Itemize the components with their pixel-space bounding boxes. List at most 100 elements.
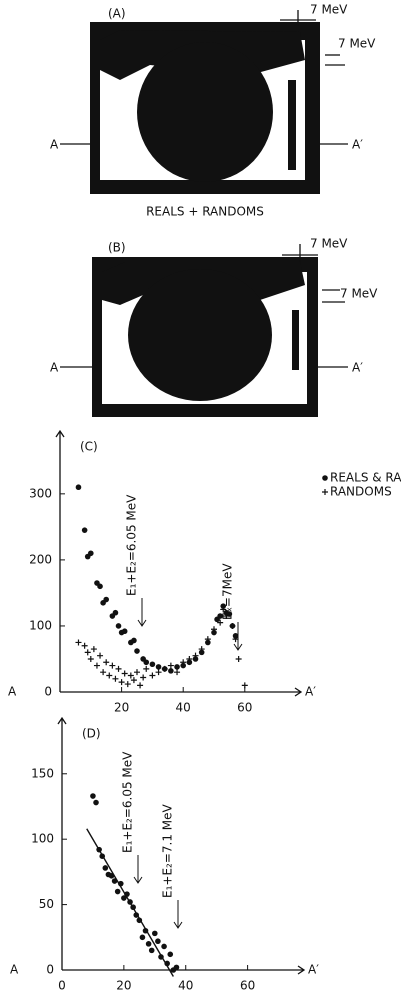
point	[186, 659, 193, 666]
energy-label: 7 MeV	[310, 3, 348, 17]
point	[204, 636, 211, 643]
point	[192, 652, 199, 659]
point	[81, 642, 88, 649]
point	[139, 934, 146, 941]
point	[124, 681, 131, 688]
fit-line	[86, 828, 174, 977]
y-tick-label: 100	[31, 832, 54, 846]
point	[152, 930, 158, 937]
point	[90, 793, 96, 799]
panel-a-map	[60, 10, 348, 194]
point	[232, 633, 239, 639]
point	[115, 623, 122, 629]
legend-label: REALS & RANDOMS	[330, 471, 401, 485]
point	[173, 964, 180, 971]
point	[140, 674, 147, 681]
point	[211, 626, 217, 633]
y-tick-label: 0	[46, 963, 54, 977]
annotation-arrow	[233, 622, 243, 651]
annotation: E₁+E₂=7.1 MeV	[161, 803, 175, 898]
point	[155, 669, 162, 676]
point	[103, 596, 109, 603]
point	[229, 622, 236, 629]
point	[131, 637, 137, 644]
point	[100, 669, 107, 676]
point	[167, 662, 174, 669]
legend-marker	[322, 475, 328, 481]
axis	[57, 716, 306, 975]
point	[217, 619, 224, 626]
point	[180, 659, 187, 666]
point	[109, 662, 116, 669]
axis-end-label: A	[10, 963, 19, 977]
x-tick-label: 40	[176, 701, 191, 715]
annotation: E₁+E₂=6.05 MeV	[125, 494, 139, 596]
point	[205, 639, 211, 646]
point	[241, 682, 248, 689]
point	[75, 484, 82, 491]
point	[143, 665, 150, 672]
point	[167, 951, 174, 958]
point	[161, 943, 167, 950]
point	[103, 659, 110, 666]
point	[115, 665, 122, 672]
axis-end-label: A′	[352, 361, 363, 375]
point	[93, 799, 99, 806]
point	[149, 672, 156, 679]
point	[174, 669, 181, 676]
caption: REALS + RANDOMS	[146, 205, 264, 219]
point	[102, 865, 109, 871]
point	[155, 938, 161, 945]
point	[87, 655, 94, 662]
point	[198, 649, 205, 656]
energy-label: 7 MeV	[310, 237, 348, 251]
y-tick-label: 100	[29, 618, 52, 632]
y-tick-label: 150	[31, 766, 54, 780]
panel-label: (C)	[80, 440, 98, 454]
panel-b-map	[60, 244, 348, 417]
panel-label: (B)	[108, 241, 126, 255]
point	[149, 661, 156, 668]
annotation-arrow	[173, 900, 183, 929]
axis-end-label: A′	[308, 963, 319, 977]
point	[223, 613, 230, 620]
point	[174, 664, 180, 670]
point	[88, 550, 94, 557]
point	[112, 675, 119, 682]
point	[81, 527, 88, 533]
axis-end-label: A	[8, 685, 17, 699]
point	[118, 679, 125, 686]
x-tick-label: 20	[116, 979, 131, 993]
point	[90, 646, 97, 653]
y-tick-label: 50	[39, 897, 54, 911]
point	[134, 669, 140, 676]
point	[145, 941, 152, 947]
x-tick-label: 0	[58, 979, 66, 993]
point	[134, 648, 140, 654]
x-tick-label: 60	[240, 979, 255, 993]
annotation: E₁+E₂=6.05 MeV	[121, 751, 135, 853]
point	[192, 656, 199, 662]
point	[180, 662, 186, 669]
panel-label: (A)	[108, 7, 126, 21]
point	[217, 613, 223, 619]
point	[121, 628, 128, 635]
y-tick-label: 300	[29, 486, 52, 500]
point	[148, 947, 155, 954]
point	[198, 646, 205, 653]
axis-end-label: A	[50, 138, 59, 152]
point	[186, 655, 193, 662]
panel-label: (D)	[82, 727, 101, 741]
x-tick-label: 20	[114, 701, 129, 715]
annotation-arrow	[137, 598, 147, 627]
legend-label: RANDOMS	[330, 485, 392, 499]
point	[114, 888, 121, 895]
point	[121, 670, 128, 677]
point	[84, 649, 91, 656]
annotation-arrow	[133, 855, 143, 884]
energy-label: 7 MeV	[340, 287, 378, 301]
point	[112, 609, 119, 616]
point	[93, 662, 100, 669]
point	[220, 606, 227, 613]
